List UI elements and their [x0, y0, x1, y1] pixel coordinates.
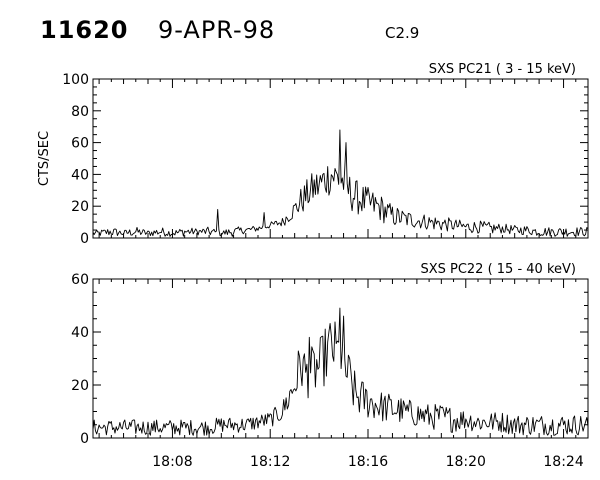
panel-title: SXS PC21 ( 3 - 15 keV) [429, 62, 576, 77]
flare-class: C2.9 [385, 24, 420, 42]
y-tick-label: 40 [71, 167, 89, 183]
y-tick-label: 20 [71, 378, 89, 394]
panel-2: 0 20 40 60 18:08 18:12 18:16 18:20 18:24 SXS PC22… [71, 262, 589, 470]
event-id: 11620 [40, 16, 129, 44]
y-tick-label: 100 [62, 72, 89, 88]
x-tick-label: 18:20 [446, 454, 486, 470]
x-tick-label: 18:16 [348, 454, 388, 470]
series-line-2-1 [92, 307, 589, 436]
x-tick-label: 18:24 [543, 454, 583, 470]
panel-title: SXS PC22 ( 15 - 40 keV) [420, 262, 576, 277]
x-tick-label: 18:12 [250, 454, 290, 470]
y-tick-label: 60 [71, 272, 89, 288]
y-tick-label: 20 [71, 199, 89, 215]
panel-1: 0 20 40 60 80 100 SXS PC21 ( 3 - 15 keV) CTS/SE… [37, 62, 589, 247]
series-line-1-1 [92, 129, 589, 237]
y-tick-label: 40 [71, 325, 89, 341]
y-tick-label: 0 [80, 231, 89, 247]
y-tick-label: 80 [71, 104, 89, 120]
y-tick-label: 0 [80, 431, 89, 447]
x-tick-label: 18:08 [152, 454, 192, 470]
event-date: 9-APR-98 [158, 16, 276, 44]
y-tick-label: 60 [71, 136, 89, 152]
y-axis-label: CTS/SEC [37, 131, 52, 186]
